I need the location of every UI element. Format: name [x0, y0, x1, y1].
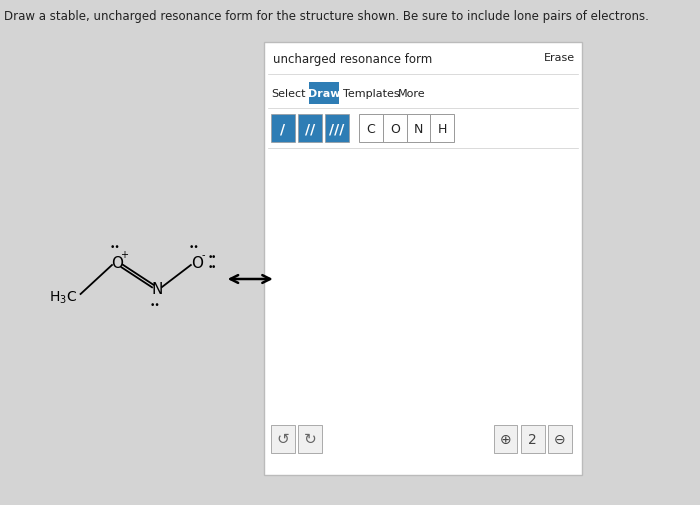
Text: ••: ••: [150, 301, 160, 310]
Text: Templates: Templates: [343, 89, 400, 99]
Text: /: /: [280, 122, 286, 136]
Text: uncharged resonance form: uncharged resonance form: [273, 53, 432, 66]
Bar: [326, 115, 349, 143]
Bar: [309, 83, 339, 105]
Bar: [521, 425, 545, 453]
Text: H$_3$C: H$_3$C: [49, 289, 77, 306]
Bar: [298, 425, 322, 453]
Text: ///: ///: [330, 122, 345, 136]
Text: ⊖: ⊖: [554, 432, 566, 446]
Text: ••: ••: [189, 242, 199, 251]
Bar: [407, 115, 430, 143]
Text: //: //: [305, 122, 315, 136]
Bar: [264, 43, 582, 475]
Text: Erase: Erase: [544, 53, 575, 63]
Text: 2: 2: [528, 432, 537, 446]
Bar: [271, 115, 295, 143]
Text: ↺: ↺: [276, 431, 289, 446]
Text: O: O: [191, 255, 203, 270]
Bar: [271, 425, 295, 453]
Text: N: N: [151, 282, 162, 297]
Text: More: More: [398, 89, 426, 99]
Text: Draw: Draw: [308, 89, 340, 99]
Bar: [430, 115, 454, 143]
Text: H: H: [438, 122, 447, 135]
Text: N: N: [414, 122, 424, 135]
Text: •: •: [211, 263, 216, 272]
Text: ↻: ↻: [304, 431, 316, 446]
Text: Draw a stable, uncharged resonance form for the structure shown. Be sure to incl: Draw a stable, uncharged resonance form …: [4, 10, 649, 23]
Text: C: C: [367, 122, 375, 135]
Text: ••: ••: [109, 242, 120, 251]
Text: •: •: [208, 253, 213, 262]
Text: •: •: [211, 253, 216, 262]
Text: Select: Select: [271, 89, 305, 99]
Text: O: O: [111, 255, 123, 270]
Text: O: O: [390, 122, 400, 135]
Bar: [298, 115, 322, 143]
Bar: [383, 115, 407, 143]
Text: +: +: [120, 249, 128, 260]
Text: ⊕: ⊕: [500, 432, 511, 446]
Bar: [494, 425, 517, 453]
Bar: [548, 425, 572, 453]
Text: •: •: [208, 263, 213, 272]
Bar: [359, 115, 383, 143]
Text: -: -: [202, 249, 205, 260]
